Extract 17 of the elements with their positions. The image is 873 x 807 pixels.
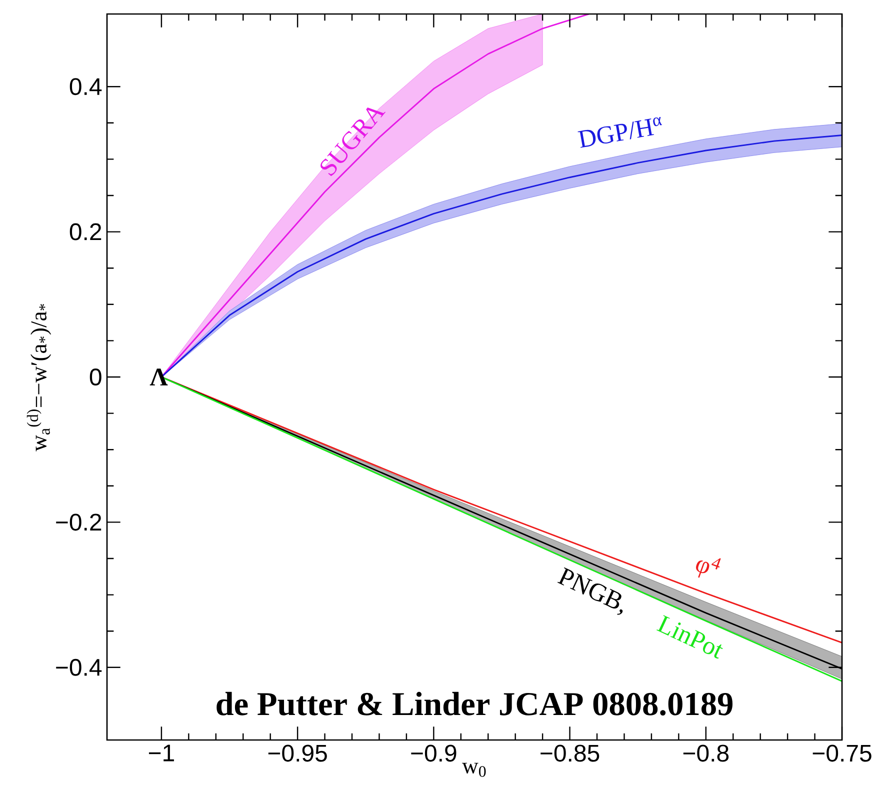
y-axis-title: w$_{a}$$^{(d)}$=−w′(a$_{*}$)/a$_{*}$ xyxy=(26,304,52,452)
annotation: Λ xyxy=(150,368,168,386)
text: φ$^{4}$ xyxy=(696,558,721,578)
annotation: de Putter & Linder JCAP 0808.0189 xyxy=(216,692,732,716)
x-tick-label: −1 xyxy=(148,744,174,762)
x-tick-label: −0.9 xyxy=(411,744,456,762)
x-tick-label: −0.85 xyxy=(540,744,600,762)
y-tick-label: −0.2 xyxy=(56,514,102,531)
y-tick-label: −0.4 xyxy=(56,658,102,676)
text: DGP/H$^{α}$ xyxy=(578,116,662,148)
y-tick-label: 0.2 xyxy=(70,223,102,240)
y-tick-label: 0 xyxy=(90,368,102,386)
x-tick-label: −0.8 xyxy=(683,744,729,762)
x-tick-label: −0.95 xyxy=(268,744,327,762)
x-axis-title: w$_{0}$ xyxy=(462,762,486,777)
y-tick-label: 0.4 xyxy=(70,78,102,96)
x-tick-label: −0.75 xyxy=(812,744,872,762)
